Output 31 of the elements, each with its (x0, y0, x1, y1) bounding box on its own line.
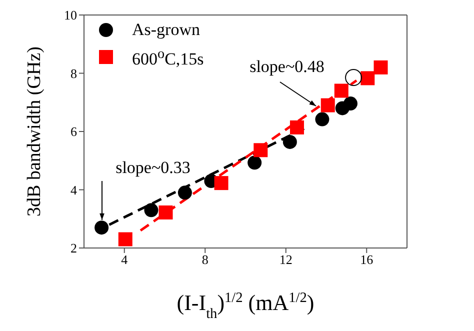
y-tick-label: 2 (70, 240, 77, 256)
point (343, 96, 358, 111)
point (158, 205, 173, 220)
point (214, 176, 228, 190)
annotation: slope~0.48 (250, 57, 324, 76)
legend-label: 600$^{o}$C,15s (132, 45, 204, 71)
x-tick-label: 12 (279, 252, 292, 268)
point (118, 232, 132, 246)
x-tick-label: 4 (121, 252, 128, 268)
point (290, 120, 304, 134)
point (374, 60, 388, 74)
point (94, 220, 109, 235)
point (334, 84, 348, 98)
y-axis-title: 3dB bandwidth (GHz) (24, 46, 45, 216)
x-tick-label: 8 (202, 252, 208, 268)
point (282, 134, 297, 149)
x-axis-title: (I-I$_{th}$)$^{1/2}$ (mA$^{1/2}$) (176, 290, 314, 322)
y-tick-label: 10 (64, 8, 77, 23)
point (320, 98, 335, 112)
x-tick-label: 16 (360, 252, 374, 268)
y-tick-label: 4 (70, 182, 78, 198)
point (254, 143, 268, 158)
point (248, 156, 262, 170)
y-tick-label: 6 (70, 124, 78, 140)
point (360, 71, 375, 86)
point (144, 203, 158, 218)
point (178, 186, 192, 200)
point (315, 112, 330, 126)
y-tick-label: 8 (70, 66, 77, 81)
legend-label: As-grown (132, 19, 200, 41)
annotation: slope~0.33 (116, 158, 190, 177)
